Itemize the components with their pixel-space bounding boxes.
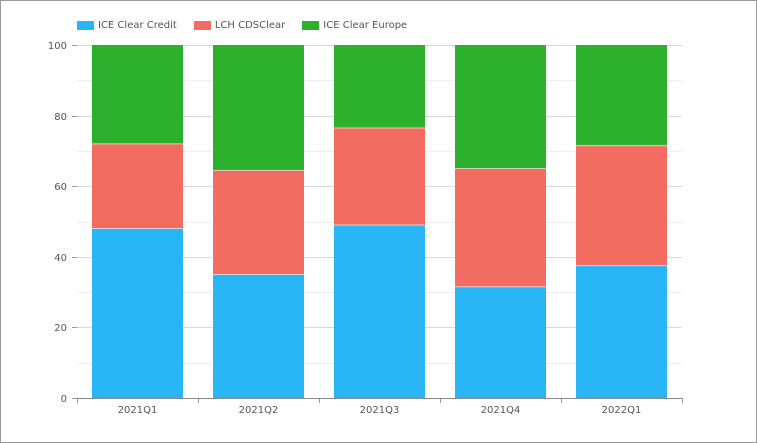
bar-segment-lch-cdsclear-2021q3[interactable] — [334, 127, 425, 226]
bar-segment-ice-clear-credit-2021q4[interactable] — [455, 286, 546, 398]
legend-label-lch-cdsclear: LCH CDSClear — [214, 19, 286, 31]
bar-segment-ice-clear-credit-2021q1[interactable] — [92, 228, 183, 398]
y-tick-label: 20 — [54, 323, 67, 334]
x-tick-label-2021q2: 2021Q2 — [239, 405, 279, 416]
y-tick-label: 60 — [54, 182, 67, 193]
legend-item-ice-clear-europe[interactable]: ICE Clear Europe — [302, 20, 407, 31]
bar-segment-ice-clear-europe-2021q3[interactable] — [334, 45, 425, 128]
legend-item-lch-cdsclear[interactable]: LCH CDSClear — [193, 19, 286, 31]
bar-segment-lch-cdsclear-2022q1[interactable] — [576, 145, 667, 266]
x-tick-label-2022q1: 2022Q1 — [602, 405, 642, 416]
bar-segment-ice-clear-europe-2022q1[interactable] — [576, 45, 667, 146]
bar-segment-ice-clear-credit-2021q3[interactable] — [334, 225, 425, 398]
y-tick-label: 0 — [61, 394, 67, 405]
legend: ICE Clear Credit LCH CDSClear ICE Clear … — [77, 17, 424, 33]
legend-label-ice-clear-europe: ICE Clear Europe — [323, 19, 408, 31]
x-tick-label-2021q1: 2021Q1 — [118, 405, 158, 416]
x-tick-label-2021q3: 2021Q3 — [360, 405, 400, 416]
bar-segment-ice-clear-europe-2021q4[interactable] — [455, 45, 546, 169]
bar-segment-lch-cdsclear-2021q2[interactable] — [213, 170, 304, 275]
y-tick-label: 80 — [54, 112, 67, 123]
legend-swatch-ice-clear-europe — [302, 20, 320, 30]
legend-item-ice-clear-credit[interactable]: ICE Clear Credit — [77, 20, 177, 31]
legend-swatch-ice-clear-credit — [77, 20, 94, 30]
bar-segment-ice-clear-europe-2021q1[interactable] — [92, 45, 183, 144]
y-tick-label: 40 — [54, 253, 67, 264]
legend-label-ice-clear-credit: ICE Clear Credit — [98, 19, 177, 31]
bar-segment-ice-clear-europe-2021q2[interactable] — [213, 45, 304, 171]
bar-segment-ice-clear-credit-2021q2[interactable] — [213, 274, 304, 398]
bar-segment-ice-clear-credit-2022q1[interactable] — [576, 265, 667, 398]
bar-segment-lch-cdsclear-2021q4[interactable] — [455, 168, 546, 287]
bar-segment-lch-cdsclear-2021q1[interactable] — [92, 143, 183, 229]
legend-swatch-lch-cdsclear — [193, 20, 211, 30]
y-tick-label: 100 — [48, 41, 67, 52]
x-tick-label-2021q4: 2021Q4 — [481, 405, 521, 416]
